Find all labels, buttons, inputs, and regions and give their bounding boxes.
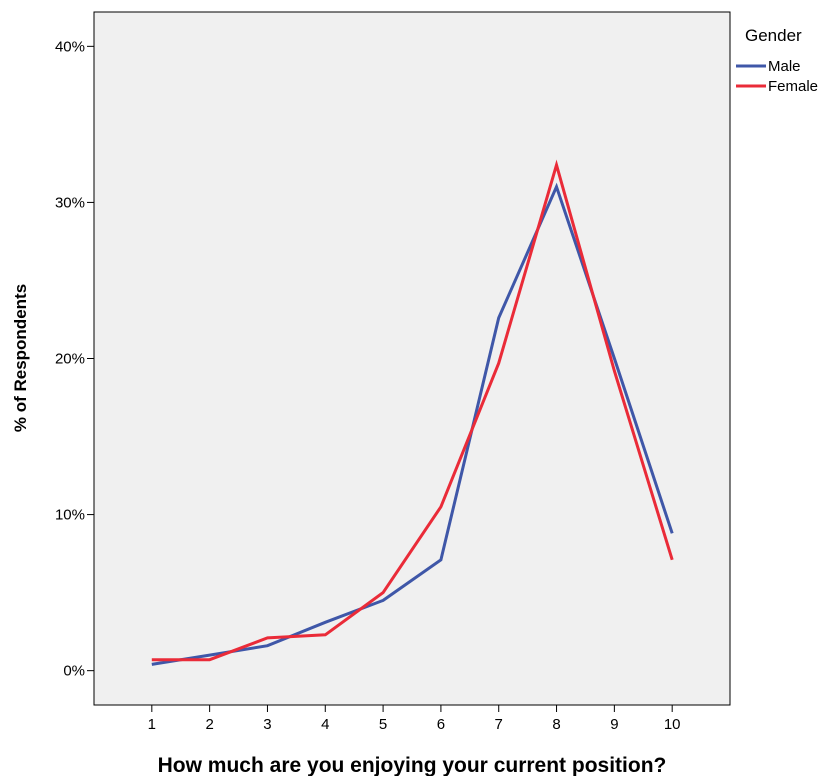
x-axis-title: How much are you enjoying your current p… bbox=[158, 754, 667, 776]
y-tick-label: 0% bbox=[63, 663, 85, 680]
y-axis-title: % of Respondents bbox=[11, 284, 30, 432]
legend-label-male: Male bbox=[768, 58, 801, 75]
x-axis: 1 2 3 4 5 6 7 8 9 10 bbox=[148, 705, 681, 733]
x-tick-label: 6 bbox=[437, 716, 445, 733]
legend-label-female: Female bbox=[768, 78, 818, 95]
y-axis: 0% 10% 20% 30% 40% bbox=[55, 38, 94, 680]
series-line-female bbox=[151, 159, 674, 662]
y-tick-label: 40% bbox=[55, 38, 85, 55]
x-tick-label: 2 bbox=[205, 716, 213, 733]
x-tick-label: 9 bbox=[610, 716, 618, 733]
x-tick-label: 5 bbox=[379, 716, 387, 733]
x-tick-label: 4 bbox=[321, 716, 329, 733]
x-tick-label: 1 bbox=[148, 716, 156, 733]
y-tick-label: 20% bbox=[55, 351, 85, 368]
x-tick-label: 3 bbox=[263, 716, 271, 733]
series-lines bbox=[151, 159, 674, 666]
legend: Gender Male Female bbox=[736, 26, 818, 95]
legend-title: Gender bbox=[745, 26, 802, 45]
x-tick-label: 8 bbox=[552, 716, 560, 733]
plot-area bbox=[93, 11, 731, 706]
x-tick-label: 10 bbox=[664, 716, 681, 733]
y-tick-label: 10% bbox=[55, 507, 85, 524]
x-tick-label: 7 bbox=[495, 716, 503, 733]
y-tick-label: 30% bbox=[55, 194, 85, 211]
